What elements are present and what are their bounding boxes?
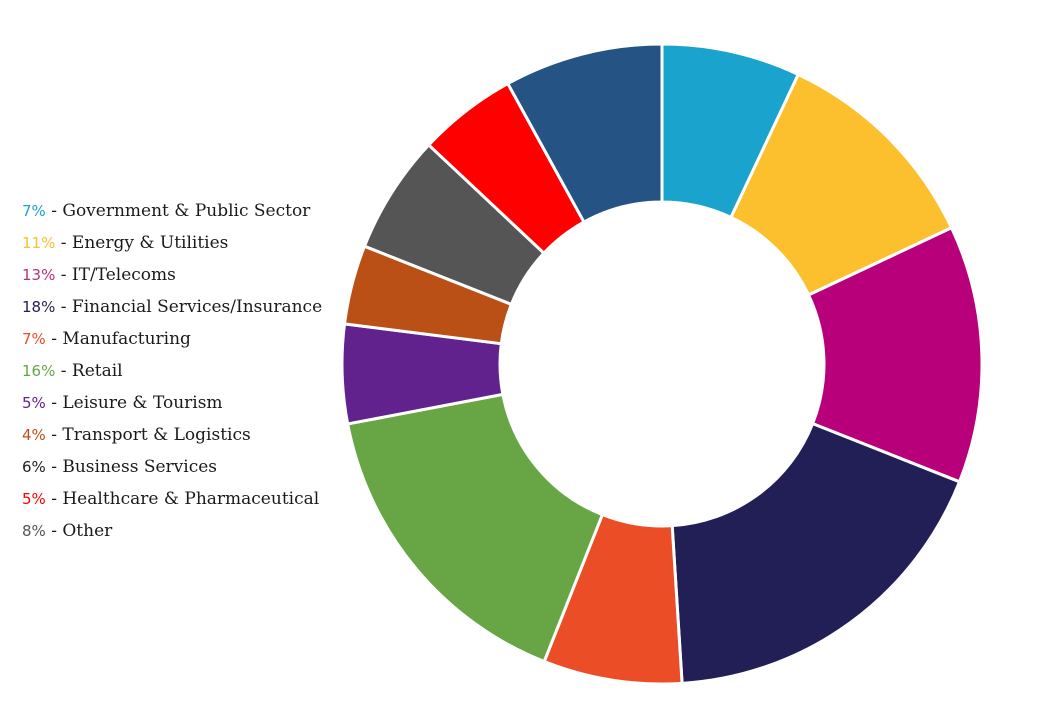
legend-item: 11% - Energy & Utilities xyxy=(22,230,322,262)
legend-item: 16% - Retail xyxy=(22,358,322,390)
legend-item-separator: - xyxy=(55,297,72,317)
donut-slice xyxy=(506,42,664,224)
donut-slice xyxy=(670,422,962,685)
legend-item-separator: - xyxy=(45,329,63,349)
legend-item-percent: 5% xyxy=(22,490,46,508)
legend-item-percent: 8% xyxy=(22,522,46,540)
legend-item: 13% - IT/Telecoms xyxy=(22,262,322,294)
chart-legend: 7% - Government & Public Sector 11% - Ene… xyxy=(22,198,322,550)
legend-item-separator: - xyxy=(45,425,63,445)
legend-item: 7% - Government & Public Sector xyxy=(22,198,322,230)
legend-item-percent: 7% xyxy=(22,330,46,348)
legend-item-label: Transport & Logistics xyxy=(62,425,251,445)
legend-item: 18% - Financial Services/Insurance xyxy=(22,294,322,326)
legend-item-separator: - xyxy=(45,393,63,413)
legend-item-percent: 16% xyxy=(22,362,56,380)
legend-item-separator: - xyxy=(45,521,63,541)
legend-item-separator: - xyxy=(55,233,72,253)
legend-item-separator: - xyxy=(55,361,72,381)
legend-item-label: Energy & Utilities xyxy=(71,233,229,253)
legend-item-label: Government & Public Sector xyxy=(62,201,311,221)
legend-item-percent: 18% xyxy=(22,298,56,316)
legend-item-label: Other xyxy=(62,521,113,541)
legend-item-label: Manufacturing xyxy=(62,329,191,349)
legend-item-label: Retail xyxy=(71,361,123,381)
legend-item-separator: - xyxy=(45,489,63,509)
legend-item-separator: - xyxy=(45,457,63,477)
legend-item-percent: 6% xyxy=(22,458,46,476)
legend-item-percent: 11% xyxy=(22,234,56,252)
legend-item-label: Leisure & Tourism xyxy=(62,393,223,413)
legend-item-label: Healthcare & Pharmaceutical xyxy=(62,489,320,509)
legend-item-percent: 7% xyxy=(22,202,46,220)
legend-item-percent: 5% xyxy=(22,394,46,412)
legend-item-separator: - xyxy=(45,201,63,221)
legend-item-percent: 13% xyxy=(22,266,56,284)
legend-item: 5% - Healthcare & Pharmaceutical xyxy=(22,486,322,518)
legend-item-label: IT/Telecoms xyxy=(71,265,176,285)
legend-item-label: Business Services xyxy=(62,457,218,477)
legend-item-label: Financial Services/Insurance xyxy=(71,297,323,317)
legend-item: 5% - Leisure & Tourism xyxy=(22,390,322,422)
legend-item-separator: - xyxy=(55,265,72,285)
legend-item: 8% - Other xyxy=(22,518,322,550)
legend-item: 4% - Transport & Logistics xyxy=(22,422,322,454)
legend-item: 6% - Business Services xyxy=(22,454,322,486)
donut-slice xyxy=(346,392,604,664)
legend-item-percent: 4% xyxy=(22,426,46,444)
legend-item: 7% - Manufacturing xyxy=(22,326,322,358)
donut-slice xyxy=(807,226,984,484)
